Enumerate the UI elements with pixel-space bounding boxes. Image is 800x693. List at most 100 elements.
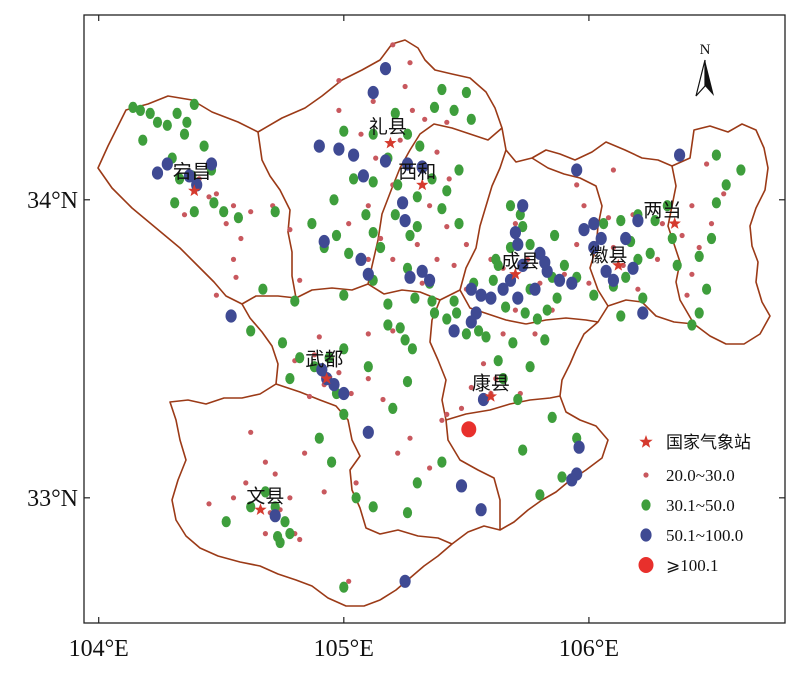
rain-point-cat3	[399, 214, 411, 228]
rain-point-cat1	[708, 221, 715, 227]
rain-point-cat1	[444, 411, 450, 417]
rain-point-cat2	[182, 116, 192, 128]
rain-point-cat2	[405, 229, 415, 242]
rain-point-cat1	[451, 262, 457, 268]
rain-point-cat1	[468, 384, 474, 391]
legend-item-label: 30.1~50.0	[666, 496, 735, 515]
rain-point-cat3	[632, 214, 644, 228]
rain-point-cat3	[475, 288, 487, 302]
rain-point-cat2	[349, 173, 359, 185]
rain-point-cat2	[429, 101, 440, 113]
rain-point-cat1	[297, 536, 303, 543]
rain-point-cat3	[328, 378, 340, 392]
rain-point-cat1	[463, 241, 469, 248]
rain-point-cat1	[230, 495, 237, 501]
rain-point-cat1	[574, 182, 580, 188]
rain-point-cat3	[416, 264, 428, 278]
legend-swatch-cat1	[643, 472, 649, 478]
rain-point-cat2	[437, 456, 447, 468]
station-star-icon	[416, 178, 429, 191]
rain-point-cat2	[327, 456, 337, 468]
rain-point-cat2	[280, 516, 290, 528]
rain-point-cat3	[485, 291, 497, 305]
rain-point-cat2	[339, 289, 349, 301]
rain-point-cat2	[246, 501, 256, 513]
rain-point-cat3	[475, 503, 487, 517]
rain-point-cat2	[662, 200, 672, 212]
rain-point-cat3	[399, 574, 411, 588]
rain-point-cat3	[578, 223, 590, 237]
rain-point-cat1	[434, 256, 440, 262]
rain-point-cat1	[287, 495, 293, 501]
legend-swatch-cat3	[640, 528, 652, 542]
rain-point-cat1	[306, 393, 313, 400]
boundary-xihe-wudu	[367, 283, 461, 301]
rain-point-cat2	[520, 307, 530, 319]
rain-point-cat1	[311, 352, 317, 358]
rain-point-cat2	[339, 125, 349, 137]
rain-point-cat2	[221, 516, 231, 528]
rain-point-cat1	[512, 307, 519, 313]
rain-point-cat1	[272, 471, 278, 477]
rain-point-cat2	[532, 313, 543, 325]
rain-point-cat2	[175, 173, 185, 185]
rain-point-cat3	[637, 306, 649, 320]
rain-point-cat3	[362, 425, 374, 439]
rain-point-cat1	[434, 149, 440, 155]
rain-point-cat2	[383, 319, 393, 331]
rain-point-cat1	[230, 256, 237, 262]
rain-point-cat2	[351, 492, 361, 504]
rain-point-cat3	[512, 237, 524, 252]
rain-point-cat2	[219, 206, 229, 218]
rain-point-cat1	[206, 194, 212, 200]
rain-point-cat1	[704, 161, 710, 167]
rain-point-cat1	[262, 459, 268, 465]
rainfall-stations	[128, 42, 746, 593]
rain-point-cat2	[461, 328, 471, 340]
rain-point-cat2	[498, 373, 508, 385]
rain-point-cat2	[270, 206, 280, 218]
rain-point-cat2	[552, 292, 562, 304]
rain-point-cat2	[179, 128, 190, 140]
rain-point-cat2	[152, 116, 163, 128]
rain-point-cat2	[162, 119, 172, 131]
rain-point-cat2	[390, 107, 400, 119]
rain-point-cat2	[633, 253, 643, 265]
rain-point-cat1	[500, 331, 506, 337]
rain-point-cat3	[404, 270, 416, 284]
rain-point-cat1	[574, 241, 580, 248]
rain-point-cat3	[509, 226, 521, 240]
rain-point-cat2	[518, 444, 528, 456]
legend-swatch-cat2	[641, 499, 651, 511]
rain-point-cat1	[532, 331, 538, 337]
rain-point-cat2	[339, 581, 349, 593]
rain-point-cat3	[465, 315, 477, 329]
rain-point-cat1	[370, 98, 376, 104]
rain-point-cat1	[422, 116, 428, 122]
rain-point-cat3	[367, 85, 379, 100]
rain-point-cat2	[535, 489, 545, 501]
rain-point-cat2	[273, 531, 283, 543]
rain-point-cat2	[550, 229, 560, 242]
map-frame	[83, 14, 786, 624]
rain-point-cat2	[189, 98, 199, 110]
rain-point-cat3	[517, 199, 529, 213]
rain-point-cat2	[706, 232, 717, 245]
rain-point-cat3	[333, 142, 345, 156]
rain-point-cat2	[474, 325, 484, 337]
rain-point-cat3	[161, 157, 173, 171]
rain-point-cat2	[412, 221, 422, 233]
rain-point-cat1	[297, 277, 303, 283]
north-arrow: N	[695, 42, 714, 97]
rain-point-cat2	[295, 352, 305, 364]
rain-point-cat1	[458, 405, 465, 411]
rain-point-cat3	[313, 139, 325, 153]
rain-point-cat3	[588, 240, 600, 255]
county-label: 礼县	[369, 116, 407, 138]
rain-point-cat1	[397, 137, 403, 143]
rain-point-cat1	[302, 450, 308, 456]
rain-point-cat1	[689, 271, 695, 277]
rain-point-cat2	[189, 206, 199, 218]
rain-point-cat2	[501, 301, 511, 313]
rain-point-cat1	[378, 235, 384, 242]
